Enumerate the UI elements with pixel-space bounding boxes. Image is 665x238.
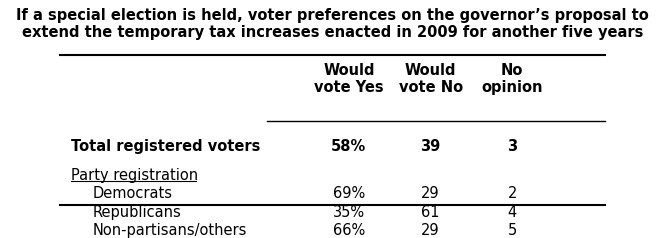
Text: 3: 3 bbox=[507, 139, 517, 154]
Text: Republicans: Republicans bbox=[92, 205, 182, 220]
Text: If a special election is held, voter preferences on the governor’s proposal to
e: If a special election is held, voter pre… bbox=[16, 8, 649, 40]
Text: 29: 29 bbox=[421, 186, 440, 201]
Text: 39: 39 bbox=[420, 139, 441, 154]
Text: 5: 5 bbox=[507, 223, 517, 238]
Text: 35%: 35% bbox=[332, 205, 365, 220]
Text: Would
vote Yes: Would vote Yes bbox=[314, 63, 384, 95]
Text: Would
vote No: Would vote No bbox=[398, 63, 463, 95]
Text: 61: 61 bbox=[422, 205, 440, 220]
Text: 69%: 69% bbox=[332, 186, 365, 201]
Text: Total registered voters: Total registered voters bbox=[71, 139, 261, 154]
Text: 29: 29 bbox=[421, 223, 440, 238]
Text: No
opinion: No opinion bbox=[481, 63, 543, 95]
Text: Non-partisans/others: Non-partisans/others bbox=[92, 223, 247, 238]
Text: 66%: 66% bbox=[332, 223, 365, 238]
Text: 58%: 58% bbox=[331, 139, 366, 154]
Text: 2: 2 bbox=[507, 186, 517, 201]
Text: Democrats: Democrats bbox=[92, 186, 173, 201]
Text: Party registration: Party registration bbox=[71, 168, 198, 183]
Text: 4: 4 bbox=[507, 205, 517, 220]
